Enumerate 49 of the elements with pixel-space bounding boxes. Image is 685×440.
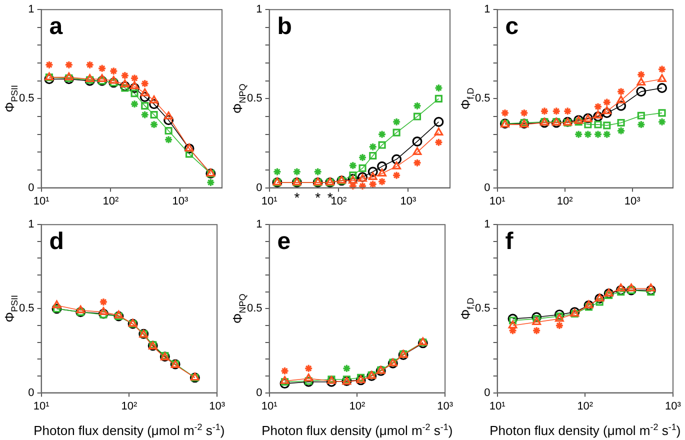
x-tick-label: 10² xyxy=(577,400,594,412)
y-tick-label: 0 xyxy=(484,386,490,399)
x-tick-label: 10¹ xyxy=(33,400,50,412)
x-tick-label: 10³ xyxy=(209,400,226,412)
y-axis-title: ΦNPQ xyxy=(230,294,248,324)
y-tick-label: 1 xyxy=(256,218,262,231)
y-axis-title: Φf,D xyxy=(458,87,476,110)
y-tick-label: 1 xyxy=(484,218,490,231)
y-tick-label: 0 xyxy=(256,182,262,194)
annotation: d xyxy=(49,228,64,256)
annotation: f xyxy=(505,228,514,256)
x-tick-label: 10¹ xyxy=(261,400,278,412)
y-tick-label: 0.5 xyxy=(246,302,262,315)
x-tick-label: 10³ xyxy=(624,195,641,208)
y-tick-label: 1 xyxy=(28,4,34,16)
x-tick-label: 10³ xyxy=(437,400,454,412)
x-tick-label: 10³ xyxy=(400,195,416,208)
y-tick-label: 1 xyxy=(484,4,490,16)
y-tick-label: 0.5 xyxy=(18,92,34,105)
x-tick-label: 10³ xyxy=(172,195,188,208)
x-tick-label: 10² xyxy=(121,400,138,412)
y-axis-title: Φf,D xyxy=(458,297,476,320)
x-tick-label: 10² xyxy=(349,400,366,412)
y-tick-label: 0 xyxy=(256,386,262,399)
y-tick-label: 0.5 xyxy=(246,92,262,105)
x-tick-label: 10¹ xyxy=(33,195,50,208)
annotation: * xyxy=(315,189,322,206)
y-axis-title: ΦPSII xyxy=(2,295,20,322)
y-tick-label: 0 xyxy=(484,182,490,194)
annotation: c xyxy=(505,13,519,40)
x-tick-label: 10¹ xyxy=(261,195,278,208)
y-tick-label: 1 xyxy=(256,4,262,16)
y-tick-label: 0.5 xyxy=(18,302,34,315)
y-tick-label: 0 xyxy=(28,182,34,194)
y-tick-label: 0.5 xyxy=(474,92,490,105)
annotation: * xyxy=(294,189,300,206)
y-tick-label: 0 xyxy=(28,386,34,399)
annotation: a xyxy=(49,13,64,40)
y-axis-title: ΦPSII xyxy=(2,85,20,112)
y-axis-title: ΦNPQ xyxy=(230,84,248,114)
annotation: e xyxy=(277,228,291,256)
x-tick-label: 10³ xyxy=(665,400,682,412)
y-tick-label: 0.5 xyxy=(474,302,490,315)
annotation: b xyxy=(277,13,292,40)
x-tick-label: 10² xyxy=(102,195,120,208)
x-tick-label: 10¹ xyxy=(489,195,506,208)
x-tick-label: 10¹ xyxy=(489,400,506,412)
x-tick-label: 10² xyxy=(556,195,574,208)
y-tick-label: 1 xyxy=(28,218,34,231)
